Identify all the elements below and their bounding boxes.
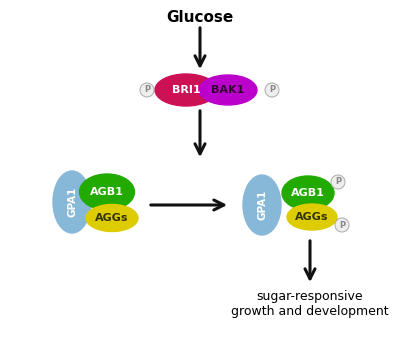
Circle shape	[335, 218, 349, 232]
Ellipse shape	[155, 74, 217, 106]
Text: AGGs: AGGs	[95, 213, 129, 223]
Ellipse shape	[80, 174, 134, 210]
Text: AGB1: AGB1	[90, 187, 124, 197]
Text: GPA1: GPA1	[67, 187, 77, 217]
Ellipse shape	[282, 176, 334, 210]
Ellipse shape	[86, 205, 138, 232]
Text: P: P	[339, 220, 345, 229]
Circle shape	[331, 175, 345, 189]
Circle shape	[140, 83, 154, 97]
Text: P: P	[144, 85, 150, 94]
Ellipse shape	[53, 171, 91, 233]
Text: P: P	[335, 177, 341, 186]
Text: AGGs: AGGs	[295, 212, 329, 222]
Text: growth and development: growth and development	[231, 305, 389, 318]
Text: P: P	[269, 85, 275, 94]
Ellipse shape	[243, 175, 281, 235]
Text: sugar-responsive: sugar-responsive	[257, 290, 363, 303]
Text: GPA1: GPA1	[257, 190, 267, 220]
Text: BAK1: BAK1	[211, 85, 244, 95]
Circle shape	[265, 83, 279, 97]
Ellipse shape	[287, 204, 337, 230]
Text: BRI1: BRI1	[172, 85, 200, 95]
Text: AGB1: AGB1	[291, 188, 325, 198]
Text: Glucose: Glucose	[166, 10, 234, 25]
Ellipse shape	[199, 75, 257, 105]
